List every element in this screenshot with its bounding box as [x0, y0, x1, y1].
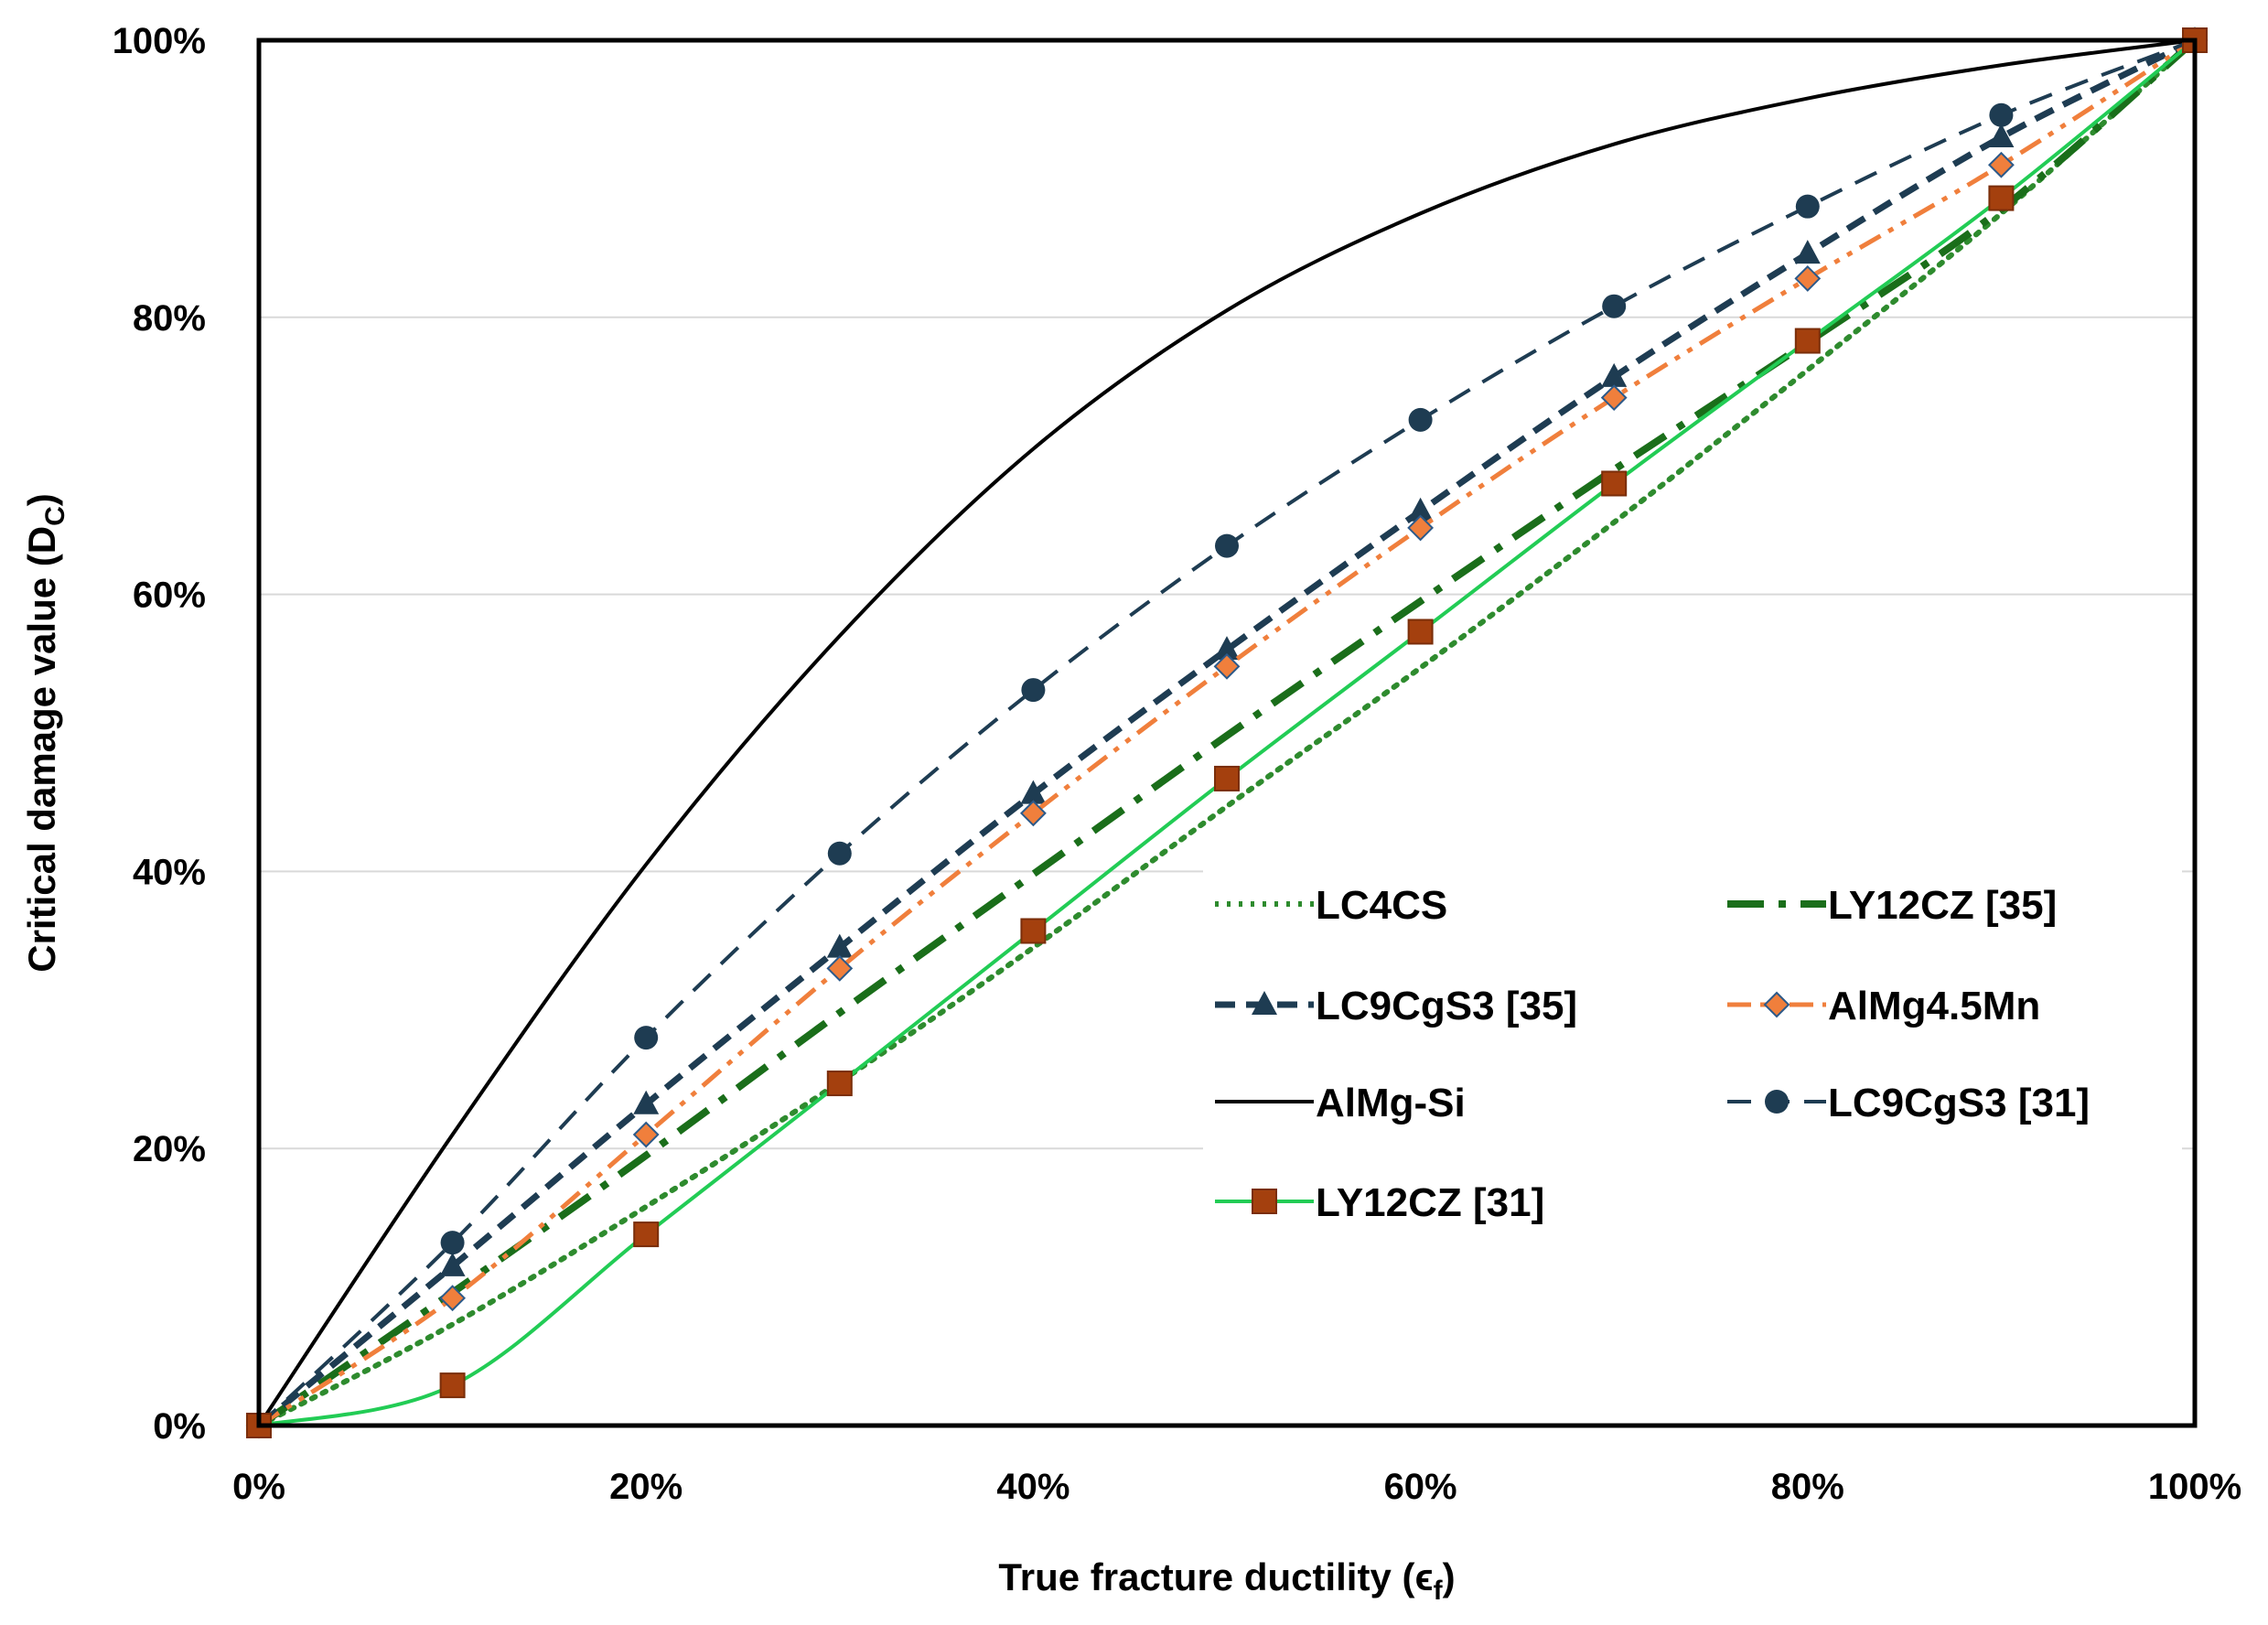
x-tick-label: 40%	[996, 1467, 1070, 1507]
legend-item: LC4CS	[1215, 883, 1447, 928]
legend-label: LC9CgS3 [31]	[1828, 1081, 2090, 1125]
legend-background	[1203, 865, 2182, 1254]
legend: LC4CS LY12CZ [35] LC9CgS3 [35] AlMg4.5Mn AlM…	[1215, 883, 2090, 1225]
data-point	[439, 1252, 466, 1276]
data-point	[632, 1121, 660, 1148]
y-tick-label: 40%	[133, 852, 206, 892]
legend-marker	[1252, 991, 1277, 1015]
x-tick-label: 0%	[232, 1467, 285, 1507]
data-point	[1987, 151, 2015, 178]
y-axis-title-end: )	[20, 493, 63, 506]
series-4	[257, 38, 2196, 1427]
tick-labels: 0% 20% 40% 60% 80% 100% 0% 20% 40% 60% 80% 100%	[113, 21, 2241, 1507]
series-line-5	[257, 38, 2196, 1427]
series-5	[247, 28, 2207, 1437]
data-point	[1215, 533, 1239, 558]
data-point	[1601, 362, 1628, 387]
data-point	[1021, 678, 1046, 703]
data-point	[827, 841, 852, 866]
x-axis-title-end: )	[1443, 1555, 1456, 1598]
data-point	[439, 1372, 466, 1399]
legend-marker	[1765, 1090, 1789, 1114]
data-point	[826, 954, 854, 982]
x-axis-title-subscript: f	[1434, 1576, 1444, 1606]
data-point	[1407, 497, 1434, 522]
series-line-0	[256, 38, 2198, 1428]
y-tick-label: 20%	[133, 1129, 206, 1169]
legend-item: LY12CZ [31]	[1215, 1180, 1544, 1225]
legend-item: LC9CgS3 [31]	[1727, 1081, 2090, 1125]
y-tick-label: 80%	[133, 298, 206, 339]
data-point	[1601, 470, 1628, 497]
data-point	[1213, 652, 1241, 680]
legend-item: AlMg4.5Mn	[1727, 984, 2040, 1028]
data-point	[826, 933, 853, 958]
legend-label: LY12CZ [35]	[1828, 883, 2057, 928]
y-tick-label: 60%	[133, 576, 206, 616]
data-point	[1600, 384, 1628, 412]
legend-label: AlMg-Si	[1316, 1081, 1466, 1125]
data-point	[826, 1071, 853, 1097]
series-layer	[245, 27, 2209, 1439]
data-point	[634, 1026, 659, 1050]
legend-marker	[1763, 991, 1790, 1018]
data-point	[1214, 636, 1240, 661]
series-1	[256, 37, 2198, 1429]
data-point	[1794, 328, 1821, 354]
legend-item: LC9CgS3 [35]	[1215, 984, 1577, 1028]
y-tick-label: 100%	[113, 21, 206, 61]
data-point	[1795, 194, 1820, 219]
series-0	[256, 38, 2198, 1428]
x-axis-title-symbol: ϵ	[1414, 1555, 1433, 1598]
legend-label: LY12CZ [31]	[1316, 1180, 1544, 1225]
data-point	[1988, 123, 2015, 147]
legend-label: LC4CS	[1316, 883, 1447, 928]
data-point	[1019, 800, 1047, 827]
data-point	[1989, 102, 2014, 127]
data-point	[633, 1221, 660, 1248]
data-point	[1407, 514, 1435, 542]
legend-marker	[1252, 1189, 1277, 1214]
data-point	[1794, 264, 1822, 292]
data-point	[1794, 240, 1821, 264]
x-tick-label: 80%	[1771, 1467, 1844, 1507]
data-point	[1407, 619, 1434, 645]
series-line-1	[256, 37, 2198, 1429]
x-axis-title: True fracture ductility (ϵf)	[998, 1555, 1455, 1606]
x-tick-label: 100%	[2148, 1467, 2241, 1507]
data-point	[633, 1090, 660, 1114]
series-line-2	[256, 37, 2197, 1428]
data-point	[1408, 407, 1433, 432]
data-point	[1020, 780, 1047, 804]
legend-label: LC9CgS3 [35]	[1316, 984, 1577, 1028]
data-point	[439, 1285, 467, 1312]
data-point	[1988, 185, 2015, 211]
data-point	[1214, 765, 1240, 791]
y-axis-title: Critical damage value (DC)	[20, 493, 70, 973]
y-axis-title-main: Critical damage value (D	[20, 526, 63, 973]
data-point	[1020, 918, 1047, 944]
x-axis-title-main: True fracture ductility (	[998, 1555, 1414, 1598]
y-axis-title-subscript: C	[40, 506, 70, 526]
x-tick-label: 20%	[609, 1467, 683, 1507]
legend-label: AlMg4.5Mn	[1828, 984, 2040, 1028]
y-tick-label: 0%	[153, 1406, 206, 1447]
data-point	[440, 1231, 465, 1255]
series-line-3	[257, 38, 2197, 1428]
plot-frame	[256, 38, 2198, 1428]
legend-item: AlMg-Si	[1215, 1081, 1466, 1125]
legend-item: LY12CZ [35]	[1727, 883, 2057, 928]
data-point	[1602, 294, 1627, 318]
series-line-4	[257, 38, 2196, 1427]
x-tick-label: 60%	[1384, 1467, 1457, 1507]
